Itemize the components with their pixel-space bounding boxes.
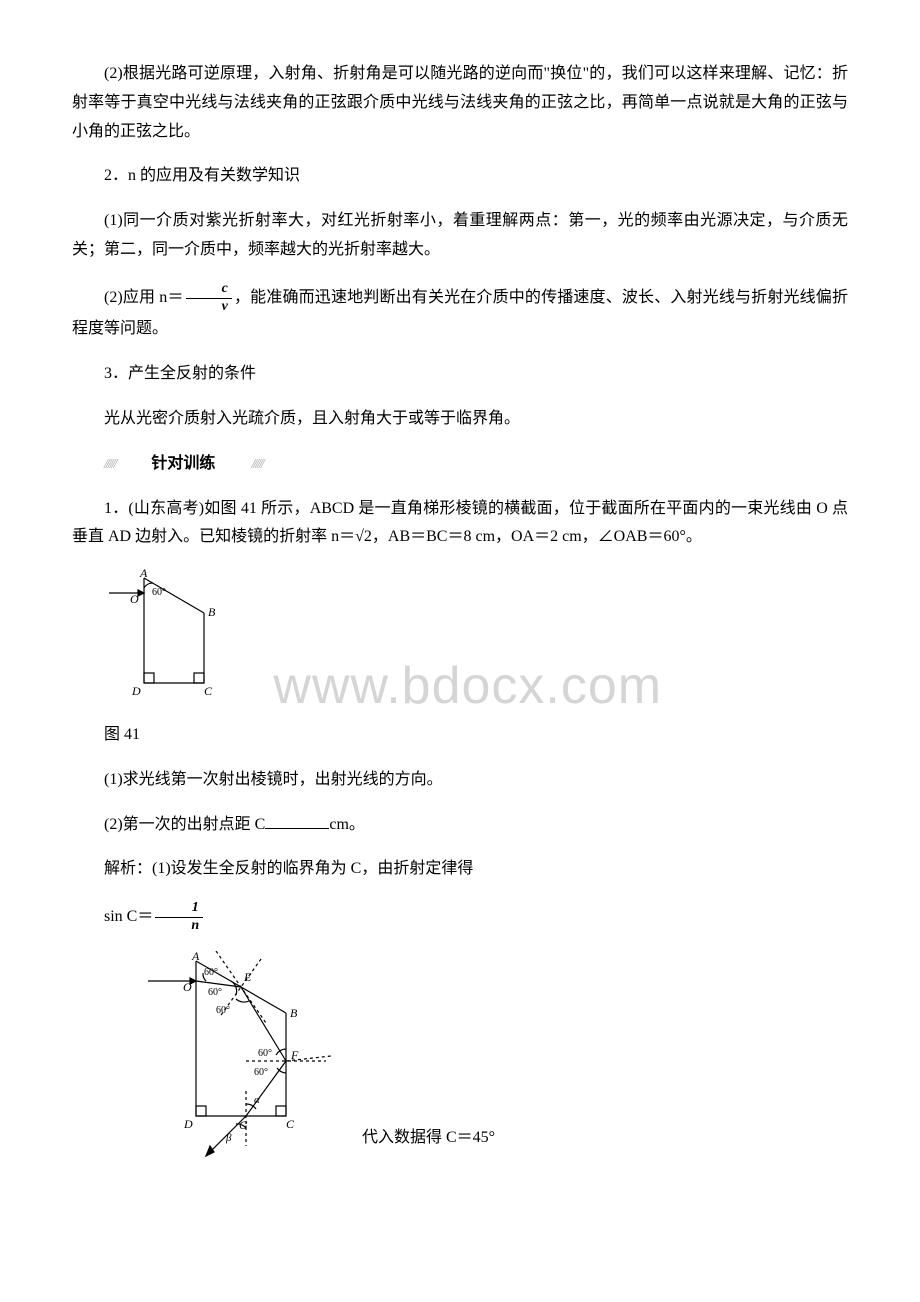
diagram-2-row: A O E B F C D G 60° 60° 60° 60° 60° α β … [136, 951, 848, 1161]
training-label: 针对训练 [119, 450, 215, 479]
hatch-right-icon: ////// [219, 452, 262, 477]
frac-den-v: v [186, 299, 232, 316]
sinC-prefix: sin C＝ [104, 908, 153, 925]
substitute-result: 代入数据得 C＝45° [362, 1124, 495, 1161]
d1-label-D: D [131, 684, 141, 698]
d2-label-B: B [290, 1006, 298, 1020]
frac-den-n: n [155, 918, 203, 935]
d2-alpha: α [254, 1094, 260, 1106]
q1-sub2-prefix: (2)第一次的出射点距 C [104, 816, 265, 833]
d1-label-O: O [130, 592, 139, 606]
training-section-header: ////// 针对训练 ////// [72, 450, 848, 479]
paragraph-3-1: 光从光密介质射入光疏介质，且入射角大于或等于临界角。 [72, 405, 848, 434]
blank-fill-in [265, 828, 329, 829]
hatch-left-icon: ////// [72, 452, 115, 477]
q1-suffix: ，AB＝BC＝8 cm，OA＝2 cm，∠OAB＝60°。 [372, 528, 702, 545]
d2-a60-5: 60° [254, 1067, 268, 1078]
d2-label-C: C [286, 1117, 295, 1131]
question-1-sub1: (1)求光线第一次射出棱镜时，出射光线的方向。 [72, 766, 848, 795]
d2-a60-2: 60° [208, 987, 222, 998]
frac-num-1: 1 [155, 900, 203, 918]
prism-diagram-2: A O E B F C D G 60° 60° 60° 60° 60° α β [136, 951, 346, 1161]
d2-a60-4: 60° [258, 1048, 272, 1059]
d2-label-O: O [183, 980, 192, 994]
d2-label-F: F [290, 1048, 299, 1062]
d1-label-B: B [208, 605, 216, 619]
prism-diagram-1: A O B C D 60° [104, 568, 234, 698]
d2-a60-3: 60° [216, 1005, 230, 1016]
paragraph-refraction-reversible: (2)根据光路可逆原理，入射角、折射角是可以随光路的逆向而"换位"的，我们可以这… [72, 60, 848, 146]
d1-angle-60: 60° [152, 587, 166, 598]
d2-beta: β [225, 1132, 232, 1144]
question-1: 1．(山东高考)如图 41 所示，ABCD 是一直角梯形棱镜的横截面，位于截面所… [72, 495, 848, 553]
d2-label-A: A [191, 951, 200, 963]
paragraph-2-2: (2)应用 n＝cv，能准确而迅速地判断出有关光在介质中的传播速度、波长、入射光… [72, 281, 848, 344]
d2-a60-1: 60° [204, 967, 218, 978]
d2-label-G: G [239, 1118, 248, 1132]
solution-intro: 解析：(1)设发生全反射的临界角为 C，由折射定律得 [72, 855, 848, 884]
figure-41-caption: 图 41 [72, 721, 848, 750]
fraction-1-over-n: 1n [155, 900, 203, 935]
d1-label-C: C [204, 684, 213, 698]
d2-label-E: E [243, 970, 252, 984]
question-1-sub2: (2)第一次的出射点距 C cm。 [72, 811, 848, 840]
q1-sub2-suffix: cm。 [329, 816, 365, 833]
p2-2-prefix: (2)应用 n＝ [104, 289, 184, 306]
d2-label-D: D [183, 1117, 193, 1131]
section-3-heading: 3．产生全反射的条件 [72, 360, 848, 389]
sin-c-formula: sin C＝1n [72, 900, 848, 935]
sqrt2-symbol: √2 [355, 528, 372, 545]
section-2-heading: 2．n 的应用及有关数学知识 [72, 162, 848, 191]
fraction-c-over-v: cv [186, 281, 232, 316]
paragraph-2-1: (1)同一介质对紫光折射率大，对红光折射率小，着重理解两点：第一，光的频率由光源… [72, 207, 848, 265]
frac-num-c: c [186, 281, 232, 299]
diagram-1-container: A O B C D 60° [104, 568, 848, 709]
d1-label-A: A [139, 568, 148, 580]
